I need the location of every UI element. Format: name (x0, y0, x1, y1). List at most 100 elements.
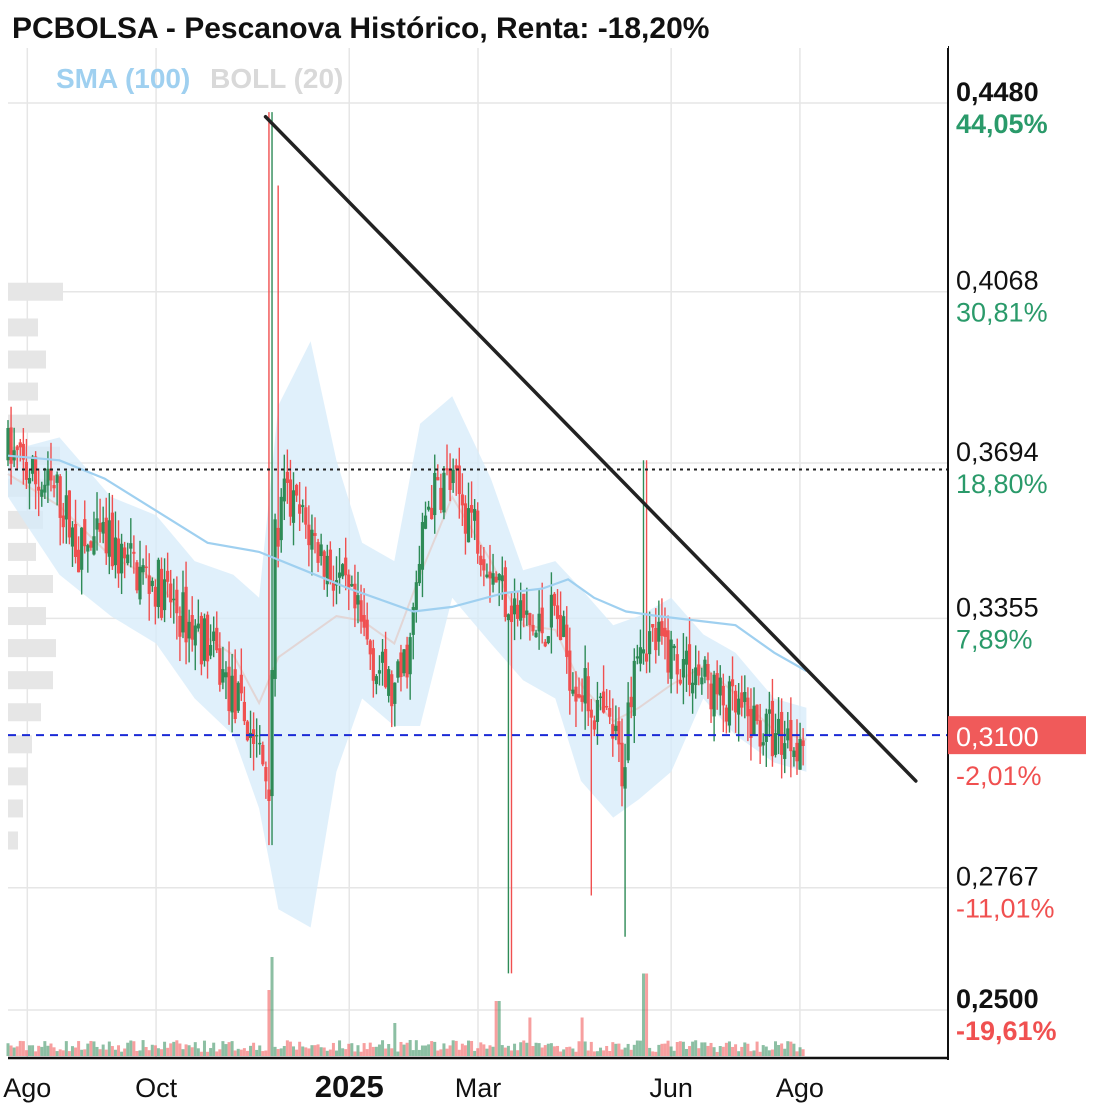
volume-bar (147, 1050, 151, 1056)
volume-bar (770, 1049, 774, 1056)
volume-bar (37, 1045, 41, 1056)
volume-bar (209, 1048, 213, 1056)
volume-bar (666, 1040, 670, 1056)
volume-bar (9, 1045, 13, 1056)
volume-bar (491, 1046, 495, 1056)
volume-bar (568, 1046, 572, 1056)
volume-bar (433, 1041, 437, 1056)
volume-bar (405, 1042, 409, 1056)
candle-body (629, 696, 633, 708)
candle-body (390, 674, 394, 707)
candle-body (746, 697, 750, 717)
y-tick-label: 0,4480 (956, 77, 1039, 107)
volume-bar (599, 1047, 603, 1056)
volume-bar (411, 1050, 415, 1056)
candle-body (218, 648, 222, 685)
candle-body (187, 621, 191, 639)
volume-profile-bar (8, 639, 56, 658)
candle-body (589, 709, 593, 718)
volume-bar (113, 1049, 117, 1056)
volume-bar (617, 1043, 621, 1056)
volume-bar (485, 1048, 489, 1056)
candle-body (58, 476, 62, 518)
candle-body (159, 568, 164, 618)
candle-body (540, 607, 544, 634)
volume-bar (307, 1048, 311, 1056)
candle-body (598, 696, 603, 699)
volume-bar (789, 1041, 793, 1056)
volume-bar (144, 1047, 148, 1056)
downtrend-line[interactable] (263, 114, 918, 783)
candle-body (110, 512, 114, 567)
volume-bar (393, 1023, 397, 1056)
candle-body (150, 580, 154, 587)
volume-bar (298, 1041, 302, 1056)
candle-body (457, 465, 461, 495)
volume-bar (206, 1051, 210, 1056)
candle-body (448, 469, 452, 490)
candle-body (795, 742, 799, 762)
volume-profile-bar (8, 282, 63, 301)
candle-body (411, 607, 415, 635)
sma-line (7, 454, 807, 672)
candle-body (740, 692, 744, 708)
candle-body (264, 767, 268, 782)
volume-profile-bar (8, 799, 23, 818)
y-tick-label: 0,3694 (956, 437, 1039, 467)
candle-body (34, 456, 38, 485)
candle-body (608, 707, 612, 717)
volume-bar (476, 1048, 480, 1056)
candle-body (368, 640, 372, 655)
title-band (8, 8, 948, 48)
candle-body (463, 503, 468, 534)
volume-bar (233, 1050, 237, 1056)
volume-bar (565, 1047, 569, 1056)
volume-bar (798, 1047, 802, 1056)
volume-profile-bar (8, 318, 38, 337)
volume-bar (301, 1046, 305, 1056)
candle-body (528, 613, 532, 626)
candle-body (255, 734, 259, 737)
candle-body (684, 650, 689, 665)
x-tick-label: 2025 (315, 1069, 384, 1104)
candle-body (288, 479, 293, 517)
candle-body (21, 443, 25, 460)
candle-body (73, 523, 78, 557)
candle-body (552, 593, 557, 606)
volume-bars (6, 957, 805, 1056)
volume-bar (792, 1043, 796, 1056)
volume-bar (187, 1045, 191, 1056)
volume-bar (313, 1045, 317, 1056)
candle-body (30, 456, 35, 474)
volume-bar (261, 1051, 265, 1056)
volume-bar (580, 1017, 584, 1056)
candle-body (233, 669, 237, 720)
y-tick-percent: -19,61% (956, 1016, 1057, 1046)
volume-profile-bar (8, 831, 18, 850)
volume-bar (463, 1045, 467, 1056)
candle-body (55, 474, 59, 483)
candle-body (709, 683, 713, 710)
candle-body (344, 557, 348, 576)
volume-bar (138, 1050, 142, 1056)
volume-bar (172, 1041, 176, 1056)
volume-bar (387, 1044, 391, 1056)
candle-body (580, 695, 584, 702)
volume-bar (49, 1043, 53, 1056)
candle-body (592, 720, 596, 730)
volume-bar (709, 1042, 713, 1056)
candle-body (258, 742, 262, 745)
y-tick-percent: 30,81% (956, 298, 1048, 328)
candle-body (660, 621, 664, 636)
candle-body (175, 589, 179, 614)
candle-body (141, 565, 145, 573)
candle-body (601, 691, 606, 713)
volume-bar (310, 1045, 314, 1056)
legend-sma[interactable]: SMA (100) BOLL (20) (56, 63, 343, 94)
candle-body (430, 507, 434, 520)
volume-profile-bar (8, 767, 28, 786)
candle-body (586, 676, 590, 712)
volume-bar (715, 1051, 719, 1056)
candle-body (494, 576, 498, 583)
candle-body (61, 515, 65, 528)
